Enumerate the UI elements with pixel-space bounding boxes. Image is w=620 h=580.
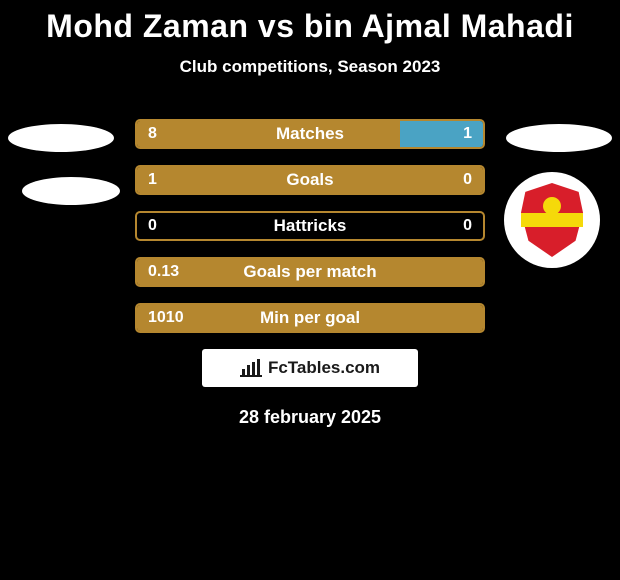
stat-label: Min per goal — [135, 303, 485, 333]
club-logo-right — [504, 172, 600, 268]
stat-row: 1010Min per goal — [0, 303, 620, 333]
stat-label: Hattricks — [135, 211, 485, 241]
bar-chart-icon — [240, 359, 262, 377]
subtitle: Club competitions, Season 2023 — [0, 57, 620, 77]
player-photo-placeholder-right — [506, 124, 612, 152]
brand-badge[interactable]: FcTables.com — [202, 349, 418, 387]
brand-text: FcTables.com — [268, 358, 380, 378]
club-crest-icon — [521, 183, 583, 257]
stat-label: Goals per match — [135, 257, 485, 287]
stat-label: Goals — [135, 165, 485, 195]
club-logo-placeholder-left — [22, 177, 120, 205]
date-label: 28 february 2025 — [0, 407, 620, 428]
player-photo-placeholder-left-1 — [8, 124, 114, 152]
page-title: Mohd Zaman vs bin Ajmal Mahadi — [0, 8, 620, 45]
stat-label: Matches — [135, 119, 485, 149]
